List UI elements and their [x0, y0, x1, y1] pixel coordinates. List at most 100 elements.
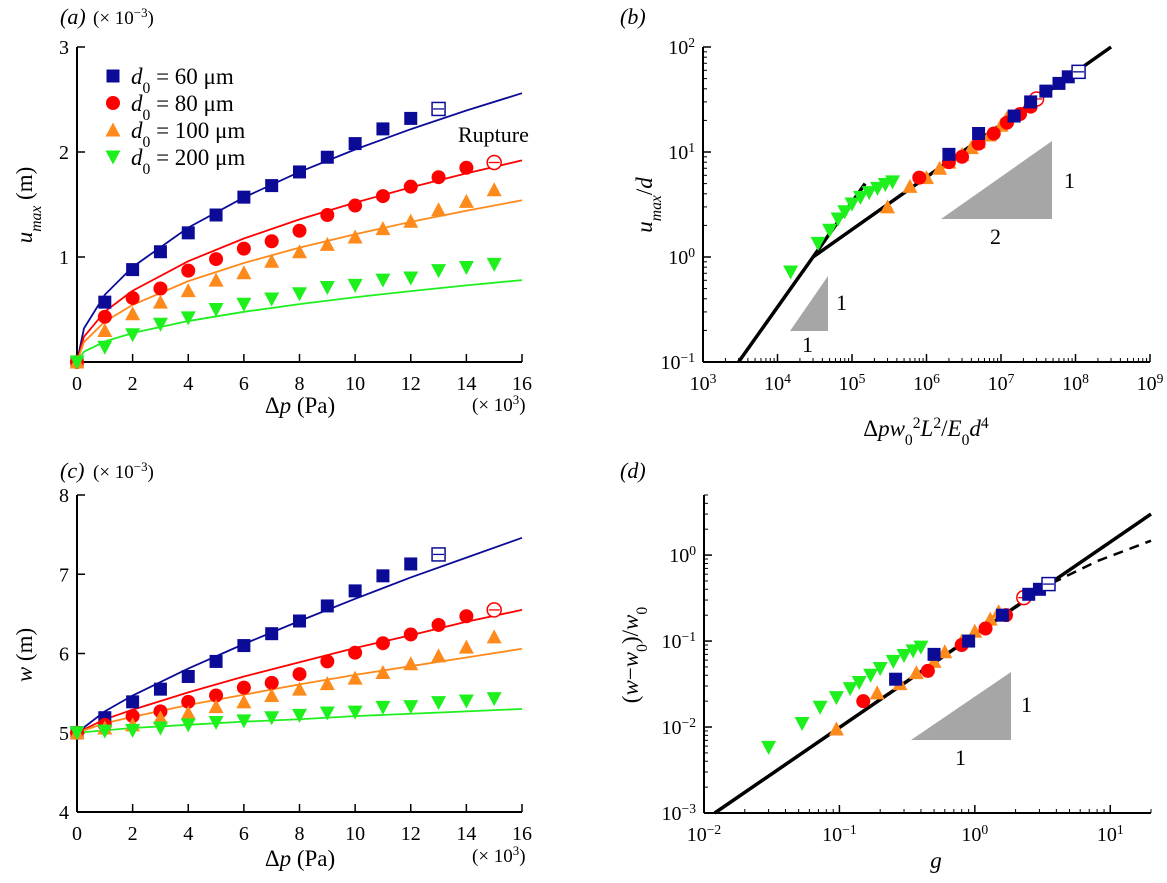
- circle-marker: [125, 709, 140, 724]
- series-triangle-down: [69, 692, 502, 741]
- square-marker: [1022, 587, 1036, 601]
- triangle-down-marker: [885, 175, 901, 190]
- triangle-down-marker: [69, 355, 85, 370]
- triangle-up-marker: [264, 688, 280, 703]
- triangle-down-marker: [319, 280, 335, 295]
- circle-marker: [459, 609, 474, 624]
- circle-marker: [106, 96, 120, 110]
- x-tick-label: 100: [961, 822, 988, 847]
- x-tick-label: 2: [128, 373, 138, 395]
- square-marker: [1007, 109, 1021, 123]
- triangle-up-marker: [319, 236, 335, 251]
- x-axis-label-d: g: [930, 848, 942, 873]
- y-tick-label: 101: [668, 140, 695, 165]
- y-axis-label-d: (w−w0)/w0: [618, 607, 651, 704]
- x-tick-label: 10: [345, 373, 365, 395]
- triangle-up-marker: [347, 670, 363, 685]
- triangle-down-marker: [830, 212, 846, 227]
- square-marker: [889, 672, 903, 686]
- triangle-down-marker: [810, 236, 826, 251]
- triangle-down-marker: [913, 640, 929, 655]
- triangle-up-marker: [152, 294, 168, 309]
- triangle-up-marker: [208, 699, 224, 714]
- triangle-down-marker: [431, 264, 447, 279]
- triangle-up-marker: [180, 705, 196, 720]
- square-marker: [972, 127, 986, 141]
- triangle-down-marker: [896, 648, 912, 663]
- slope-triangle-large-b: [941, 141, 1052, 219]
- x-tick-label: 14: [456, 373, 476, 395]
- triangle-down-marker: [208, 715, 224, 730]
- triangle-down-marker: [292, 287, 307, 302]
- triangle-down-marker: [842, 682, 858, 697]
- slope-triangle-d: [911, 672, 1011, 740]
- y-tick-label: 10−1: [661, 350, 695, 375]
- slope-label-horizontal-d: 1: [955, 745, 966, 770]
- x-tick-label: 0: [72, 823, 82, 845]
- circle-marker: [431, 170, 446, 185]
- circle-marker: [978, 621, 993, 636]
- square-marker: [962, 634, 976, 648]
- series-triangle-down: [69, 257, 502, 370]
- triangle-down-marker: [236, 297, 252, 312]
- square-marker: [293, 165, 306, 179]
- circle-marker: [403, 179, 418, 194]
- triangle-down-marker: [403, 271, 419, 286]
- y-tick-label: 3: [59, 37, 69, 59]
- triangle-up-marker: [375, 221, 391, 236]
- triangle-down-marker: [180, 311, 196, 326]
- panel-label-c: (c): [60, 458, 84, 483]
- y-multiplier-a: (× 10−3): [93, 5, 154, 30]
- triangle-down-marker: [97, 724, 113, 739]
- circle-marker: [920, 663, 935, 678]
- triangle-down-marker: [347, 278, 363, 293]
- x-tick-label: 6: [239, 373, 249, 395]
- circle-marker: [320, 654, 335, 669]
- y-tick-label: 102: [668, 35, 695, 60]
- y-tick-label: 10−2: [662, 715, 697, 740]
- square-marker: [293, 614, 306, 628]
- triangle-up-marker: [828, 721, 844, 736]
- square-marker: [153, 682, 167, 696]
- triangle-down-marker: [152, 317, 168, 332]
- triangle-down-marker: [97, 340, 113, 355]
- circle-marker: [209, 252, 224, 267]
- triangle-up-marker: [292, 244, 307, 259]
- triangle-down-marker: [375, 700, 391, 715]
- x-tick-label: 10−2: [687, 822, 722, 847]
- triangle-up-marker: [152, 710, 168, 725]
- x-tick-label: 107: [988, 371, 1015, 396]
- series-triangle-down: [761, 640, 929, 755]
- triangle-up-marker: [937, 644, 953, 659]
- triangle-down-marker: [828, 691, 844, 706]
- circle-marker: [348, 198, 363, 213]
- triangle-up-marker: [375, 665, 391, 680]
- square-marker: [376, 569, 390, 583]
- circle-marker: [153, 281, 168, 296]
- triangle-up-marker: [319, 676, 335, 691]
- x-tick-label: 10: [345, 823, 365, 845]
- triangle-up-marker: [458, 639, 474, 654]
- triangle-down-marker: [403, 700, 419, 715]
- circle-marker: [181, 694, 196, 709]
- circle-marker: [431, 617, 446, 632]
- y-multiplier-c: (× 10−3): [93, 459, 154, 484]
- y-tick-label: 2: [59, 142, 69, 164]
- x-tick-label: 4: [183, 823, 193, 845]
- square-marker: [209, 208, 223, 222]
- triangle-down-marker: [431, 696, 447, 711]
- triangle-down-marker: [347, 705, 363, 720]
- triangle-down-marker: [861, 186, 877, 201]
- x-tick-label: 16: [512, 823, 532, 845]
- triangle-up-marker: [264, 253, 280, 268]
- dashed-reference-line: [714, 539, 1152, 815]
- circle-marker: [292, 223, 307, 238]
- square-marker: [995, 608, 1009, 622]
- triangle-down-marker: [180, 718, 196, 733]
- square-marker: [265, 627, 279, 641]
- rupture-annotation: Rupture: [458, 122, 529, 147]
- y-tick-label: 10−3: [662, 801, 697, 826]
- x-tick-label: 8: [295, 823, 305, 845]
